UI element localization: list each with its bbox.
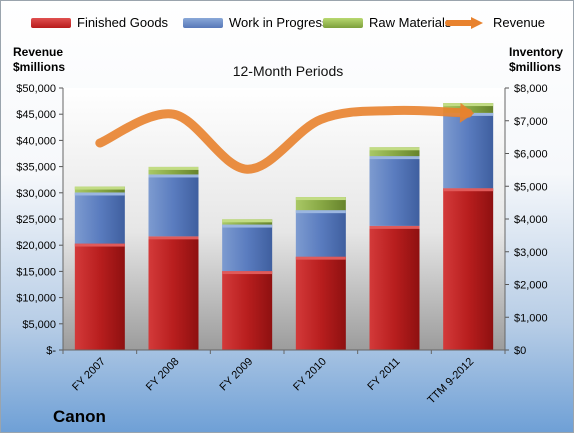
legend-swatch-raw-materials <box>323 17 363 28</box>
bar-finished-goods <box>222 271 273 350</box>
right-tick-label: $5,000 <box>514 181 548 193</box>
legend-label-revenue: Revenue <box>493 15 546 30</box>
bar-work-in-progress-cap <box>295 210 346 214</box>
bar-work-in-progress <box>443 112 494 189</box>
legend-swatch-finished-goods <box>31 17 71 28</box>
bar-finished-goods <box>74 243 125 350</box>
right-tick-label: $0 <box>514 345 526 357</box>
bar-work-in-progress-cap <box>222 224 273 228</box>
left-tick-label: $5,000 <box>22 319 56 331</box>
legend-swatch-revenue <box>445 16 487 29</box>
legend-item-revenue: Revenue <box>445 15 545 30</box>
company-name: Canon <box>53 407 106 426</box>
x-tick-label: FY 2011 <box>365 356 402 393</box>
right-axis-title-line1: Inventory <box>508 45 563 59</box>
bar-finished-goods <box>443 188 494 350</box>
right-axis-title-line2: $millions <box>508 60 561 74</box>
bar-finished-goods-cap <box>443 188 494 192</box>
right-tick-label: $1,000 <box>514 312 548 324</box>
left-tick-label: $45,000 <box>16 109 56 121</box>
bar-work-in-progress <box>222 224 273 272</box>
bar-raw-materials-cap <box>222 219 273 223</box>
x-tick-label: FY 2009 <box>218 356 256 394</box>
legend-item-raw-materials: Raw Materials <box>323 15 451 30</box>
x-tick-label: FY 2010 <box>291 356 329 394</box>
x-tick-label: FY 2008 <box>144 356 182 394</box>
bar-finished-goods-cap <box>148 236 199 240</box>
x-axis: FY 2007 FY 2008 FY 2009 FY 2010 FY 2011 TTM 9… <box>62 349 506 407</box>
bar-raw-materials-cap <box>148 166 199 170</box>
left-axis-title-line2: $millions <box>13 60 66 74</box>
right-tick-label: $2,000 <box>514 280 548 292</box>
bar-finished-goods-cap <box>295 256 346 260</box>
bar-work-in-progress <box>295 210 346 257</box>
right-tick-label: $6,000 <box>514 149 548 161</box>
bar-raw-materials-cap <box>443 103 494 107</box>
left-axis-title: Revenue $millions <box>13 45 65 75</box>
left-tick-label: $50,000 <box>16 83 56 95</box>
bar-work-in-progress-cap <box>74 192 125 196</box>
revenue-arrowhead <box>459 102 475 123</box>
x-tick-label: FY 2007 <box>70 356 108 394</box>
bar-finished-goods <box>148 236 199 350</box>
legend-label-raw-materials: Raw Materials <box>369 15 452 30</box>
bars <box>74 103 494 350</box>
right-axis-title: Inventory $millions <box>509 45 563 75</box>
revenue-line <box>95 102 475 174</box>
x-tick-label: TTM 9-2012 <box>425 356 476 407</box>
legend: Finished Goods Work in Progress Raw Mate… <box>23 15 563 35</box>
legend-item-finished-goods: Finished Goods <box>31 15 168 30</box>
right-tick-label: $4,000 <box>514 214 548 226</box>
bar-raw-materials-cap <box>295 197 346 201</box>
plot-area <box>63 88 505 350</box>
left-tick-label: $30,000 <box>16 188 56 200</box>
left-axis: $- $5,000 $10,000 $15,000 $20,000 $25,000 $30,… <box>16 83 64 357</box>
bar-raw-materials <box>295 197 346 211</box>
bar-raw-materials-cap <box>74 186 125 190</box>
right-tick-label: $3,000 <box>514 247 548 259</box>
bar-raw-materials-cap <box>369 147 420 151</box>
left-tick-label: $40,000 <box>16 135 56 147</box>
right-tick-label: $8,000 <box>514 83 548 95</box>
legend-label-finished-goods: Finished Goods <box>77 15 169 30</box>
chart-title: 12-Month Periods <box>232 63 344 79</box>
bar-work-in-progress-cap <box>148 174 199 178</box>
bar-work-in-progress <box>148 174 199 237</box>
bar-work-in-progress-cap <box>369 156 420 160</box>
right-tick-label: $7,000 <box>514 116 548 128</box>
bar-finished-goods-cap <box>222 271 273 275</box>
bar-work-in-progress <box>369 156 420 226</box>
bar-work-in-progress <box>74 192 125 244</box>
left-tick-label: $- <box>46 345 56 357</box>
left-tick-label: $15,000 <box>16 266 56 278</box>
legend-label-work-in-progress: Work in Progress <box>229 15 329 30</box>
bar-raw-materials <box>148 166 199 175</box>
left-tick-label: $10,000 <box>16 293 56 305</box>
left-axis-title-line1: Revenue <box>13 45 64 59</box>
bar-raw-materials <box>443 103 494 113</box>
revenue-line-path <box>95 105 473 174</box>
legend-item-work-in-progress: Work in Progress <box>183 15 328 30</box>
legend-swatch-work-in-progress <box>183 17 223 28</box>
bar-finished-goods <box>295 256 346 350</box>
right-axis: $0 $1,000 $2,000 $3,000 $4,000 $5,000 $6,000 $7… <box>504 83 548 357</box>
left-tick-label: $35,000 <box>16 162 56 174</box>
bar-finished-goods <box>369 225 420 350</box>
bar-finished-goods-cap <box>74 243 125 247</box>
bar-raw-materials <box>369 147 420 157</box>
left-tick-label: $20,000 <box>16 240 56 252</box>
left-tick-label: $25,000 <box>16 214 56 226</box>
bar-finished-goods-cap <box>369 225 420 229</box>
